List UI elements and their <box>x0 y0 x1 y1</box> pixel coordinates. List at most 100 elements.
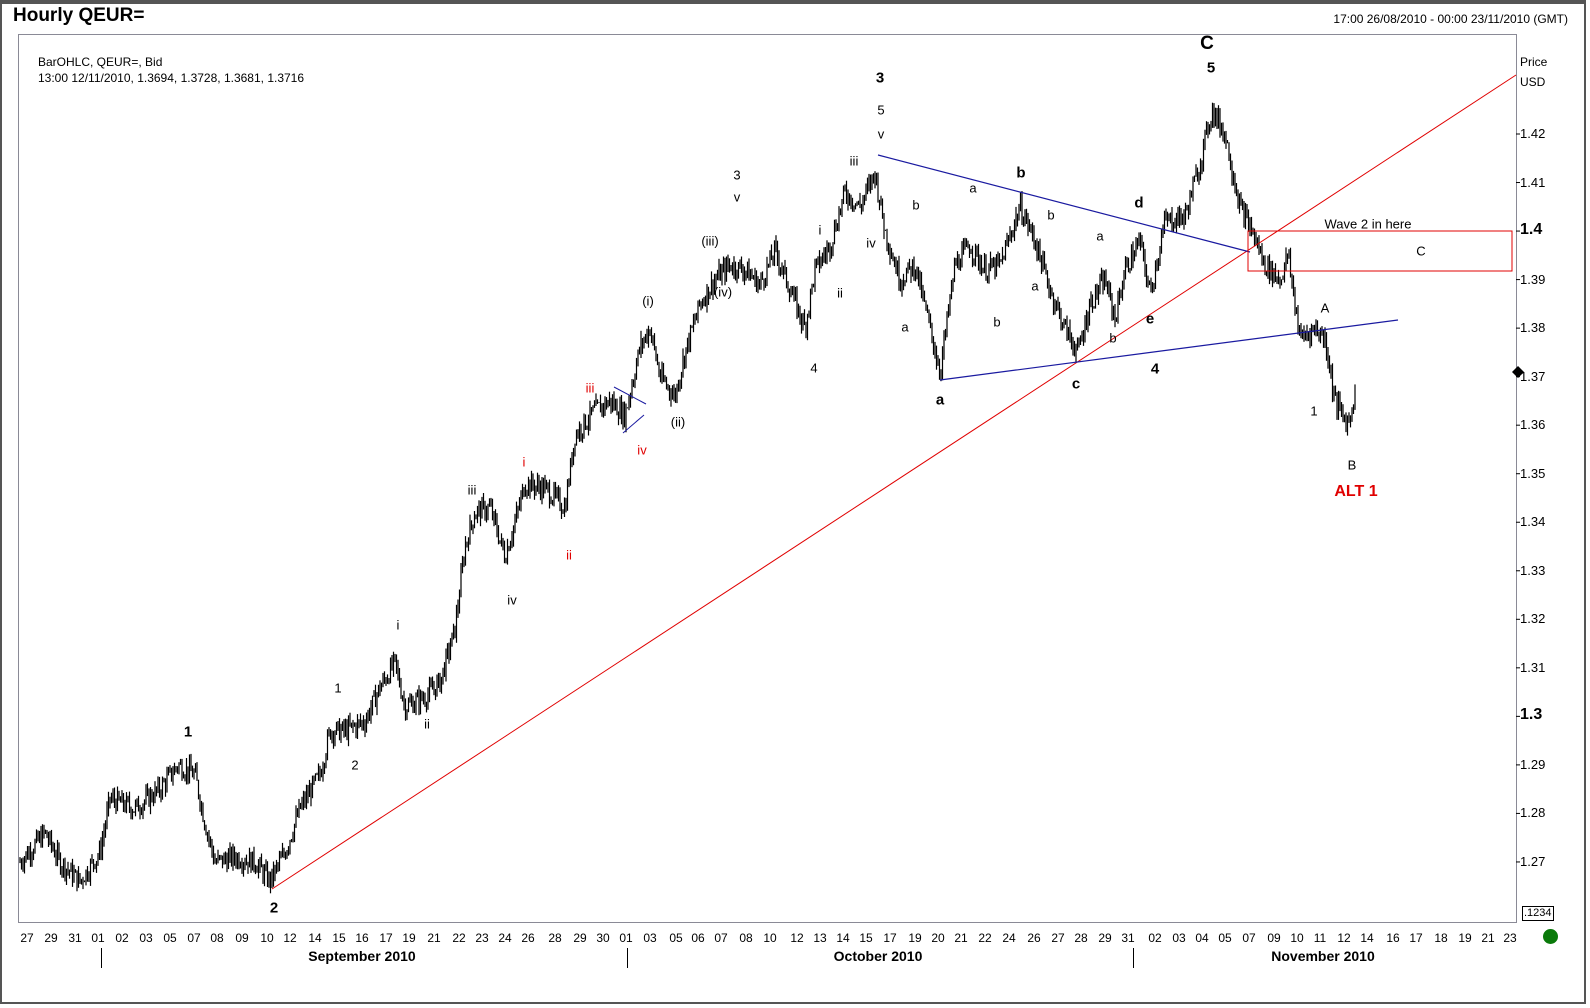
date-range: 17:00 26/08/2010 - 00:00 23/11/2010 (GMT… <box>1333 12 1568 26</box>
wave-label: 2 <box>269 899 279 917</box>
month-separator <box>101 948 102 968</box>
x-tick-label: 19 <box>402 931 416 945</box>
wave-label: i <box>396 617 400 633</box>
x-tick-label: 28 <box>1074 931 1088 945</box>
price-axis-label: Price USD <box>1520 55 1548 89</box>
y-tick-label: 1.4 <box>1520 221 1543 239</box>
x-tick-label: 29 <box>1098 931 1112 945</box>
wave-label: iv <box>507 592 517 608</box>
x-tick-label: 23 <box>1503 931 1517 945</box>
month-separator <box>1133 948 1134 968</box>
wave-label: a <box>1096 228 1104 244</box>
x-tick-label: 31 <box>1121 931 1135 945</box>
x-tick-label: 21 <box>954 931 968 945</box>
x-tick-label: 07 <box>187 931 201 945</box>
x-tick-label: 15 <box>859 931 873 945</box>
wave-label: ALT 1 <box>1334 483 1378 500</box>
x-tick-label: 22 <box>452 931 466 945</box>
wave-label: a <box>901 319 909 335</box>
wave-label: B <box>1347 457 1357 473</box>
y-tick-label: 1.36 <box>1520 417 1546 433</box>
x-tick-label: 16 <box>355 931 369 945</box>
x-tick-label: 01 <box>619 931 633 945</box>
wave-label: 1 <box>1310 403 1318 419</box>
wave-label: 3 <box>875 69 885 87</box>
wave-label: iii <box>849 153 859 169</box>
wave-label: a <box>1031 278 1039 294</box>
wave-label: e <box>1145 310 1155 328</box>
wave-label: b <box>912 197 920 213</box>
y-tick-label: 1.29 <box>1520 756 1546 772</box>
month-label: November 2010 <box>1271 948 1375 964</box>
x-tick-label: 10 <box>260 931 274 945</box>
month-label: September 2010 <box>308 948 416 964</box>
x-tick-label: 08 <box>739 931 753 945</box>
wave-label: ii <box>566 547 572 563</box>
wave-label: Wave 2 in here <box>1324 216 1412 232</box>
status-indicator-icon <box>1543 929 1558 944</box>
wave-label: b <box>1016 164 1026 182</box>
wave-label: (i) <box>642 293 654 309</box>
wave-label: a <box>935 391 945 409</box>
x-tick-label: 18 <box>1434 931 1448 945</box>
trendline-red <box>271 74 1517 890</box>
x-tick-label: 22 <box>978 931 992 945</box>
wave-label: ii <box>837 285 843 301</box>
x-tick-label: 16 <box>1386 931 1400 945</box>
price-box[interactable]: .1234 <box>1522 906 1554 921</box>
y-tick-label: 1.34 <box>1520 514 1546 530</box>
x-tick-label: 07 <box>714 931 728 945</box>
wave-label: b <box>993 314 1001 330</box>
chart-title: Hourly QEUR= <box>13 5 145 26</box>
x-tick-label: 30 <box>596 931 610 945</box>
x-tick-label: 02 <box>1148 931 1162 945</box>
x-tick-label: 14 <box>836 931 850 945</box>
y-tick-label: 1.42 <box>1520 126 1546 141</box>
wave-label: c <box>1071 375 1081 393</box>
x-tick-label: 03 <box>643 931 657 945</box>
wave-label: 5 <box>877 102 885 118</box>
wave-label: 3 <box>733 167 741 183</box>
x-tick-label: 19 <box>908 931 922 945</box>
month-separator <box>627 948 628 968</box>
x-tick-label: 17 <box>1409 931 1423 945</box>
plot-area[interactable] <box>18 34 1517 923</box>
wave-label: C <box>1200 33 1214 54</box>
x-tick-label: 26 <box>1027 931 1041 945</box>
x-tick-label: 23 <box>475 931 489 945</box>
x-tick-label: 08 <box>210 931 224 945</box>
wave-label: C <box>1416 243 1426 259</box>
wave-label: 4 <box>810 360 818 376</box>
month-label: October 2010 <box>833 948 923 964</box>
wave-label: 2 <box>351 757 359 773</box>
x-tick-label: 14 <box>308 931 322 945</box>
bar-info: BarOHLC, QEUR=, Bid 13:00 12/11/2010, 1.… <box>38 54 304 86</box>
x-tick-label: 05 <box>163 931 177 945</box>
x-tick-label: 09 <box>1267 931 1281 945</box>
y-tick-label: 1.32 <box>1520 611 1546 627</box>
y-tick-label: 1.3 <box>1520 706 1543 724</box>
x-tick-label: 13 <box>813 931 827 945</box>
x-tick-label: 27 <box>1051 931 1065 945</box>
wave-label: i <box>818 222 822 238</box>
x-tick-label: 12 <box>790 931 804 945</box>
x-tick-label: 29 <box>573 931 587 945</box>
x-tick-label: 03 <box>139 931 153 945</box>
wave-label: iii <box>585 380 595 396</box>
small-triangle-upper <box>613 386 647 405</box>
small-triangle-lower <box>622 414 645 434</box>
wave-label: v <box>877 126 885 142</box>
y-tick-label: 1.37 <box>1520 368 1546 384</box>
triangle-lower-line <box>939 319 1399 381</box>
x-tick-label: 10 <box>763 931 777 945</box>
x-tick-label: 17 <box>883 931 897 945</box>
y-tick-label: 1.31 <box>1520 659 1546 675</box>
y-tick-label: 1.41 <box>1520 174 1546 190</box>
x-tick-label: 06 <box>691 931 705 945</box>
wave-label: iv <box>637 442 647 458</box>
wave-label: (iii) <box>701 233 719 249</box>
x-tick-label: 07 <box>1242 931 1256 945</box>
ohlc-bars <box>19 102 1356 894</box>
wave-label: i <box>522 454 526 470</box>
y-tick-label: 1.33 <box>1520 562 1546 578</box>
